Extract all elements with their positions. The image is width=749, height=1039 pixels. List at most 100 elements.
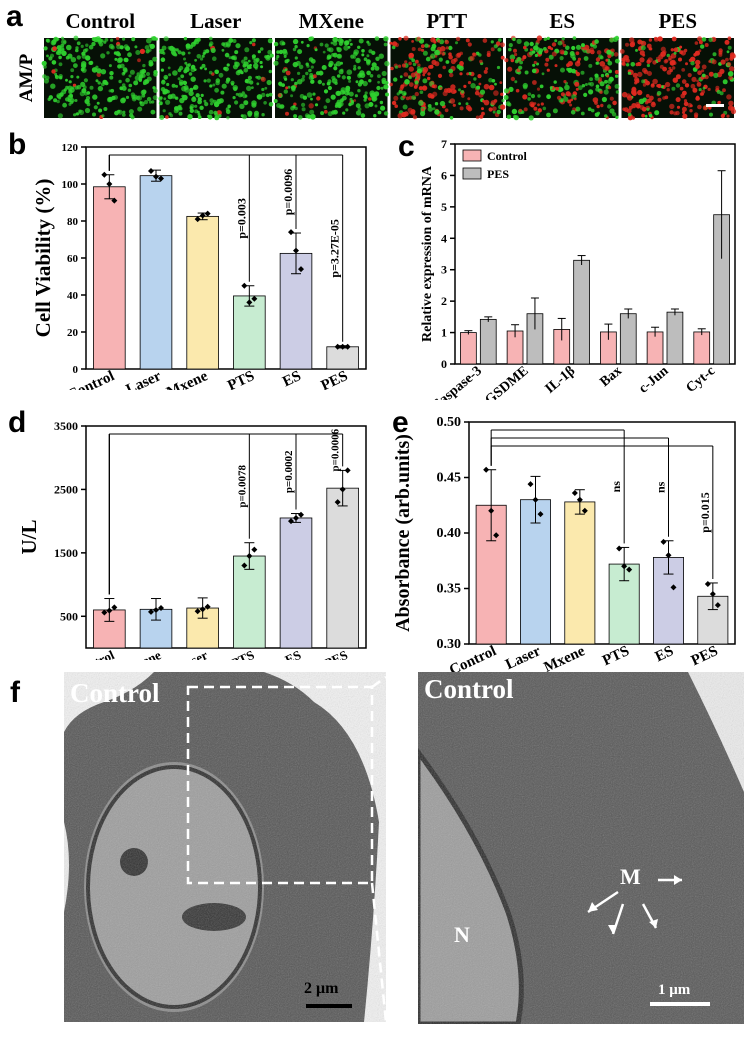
data-point xyxy=(616,545,623,552)
panel-a-column-label: MXene xyxy=(299,9,364,33)
data-point xyxy=(581,507,588,514)
chart-c: 0 1 2 3 4 5 6 7 Relative expression of mRNA Caspa… xyxy=(420,137,736,400)
y-tick-label: 7 xyxy=(441,137,447,151)
y-tick-label: 500 xyxy=(60,609,78,623)
y-tick-label: 0.45 xyxy=(437,471,462,486)
tile-cells xyxy=(389,35,506,120)
x-tick-label: PTS xyxy=(600,643,632,669)
data-point xyxy=(670,584,677,591)
y-tick-label: 60 xyxy=(67,253,79,265)
data-point xyxy=(334,499,341,506)
y-tick-label: 3500 xyxy=(54,419,78,433)
tile-cells xyxy=(41,35,158,120)
data-point xyxy=(111,197,118,204)
data-point xyxy=(660,538,667,545)
tile-cells xyxy=(273,36,390,120)
legend-swatch xyxy=(462,167,482,180)
panel-label-c: c xyxy=(398,130,415,163)
plot-frame xyxy=(468,421,736,645)
y-tick-label: 3 xyxy=(441,263,447,277)
tile-cells xyxy=(503,35,620,121)
bar-es xyxy=(279,517,313,649)
data-point xyxy=(251,295,258,302)
bar-control-cyt-c xyxy=(693,331,711,365)
panel-label-e: e xyxy=(392,406,409,439)
x-tick-label: Caspase-3 xyxy=(429,364,485,400)
data-point xyxy=(621,563,628,570)
data-point xyxy=(106,607,113,614)
x-tick-label: Laser xyxy=(175,647,210,660)
x-tick-label: PTS xyxy=(225,368,257,390)
data-point xyxy=(488,507,495,514)
panel-a-column-label: PTT xyxy=(426,9,467,33)
y-axis-label: Absorbance (arb.units) xyxy=(392,434,414,632)
x-tick-label: ES xyxy=(653,643,676,665)
y-tick-label: 80 xyxy=(67,216,79,228)
panel-label-d: d xyxy=(8,406,27,439)
tem-right-drawing xyxy=(418,672,744,1024)
data-point xyxy=(576,496,583,503)
data-point xyxy=(532,496,539,503)
x-tick-label: PES xyxy=(689,643,721,669)
bar-control-c-jun xyxy=(646,331,664,365)
tile-ptt xyxy=(389,35,506,120)
bar-laser xyxy=(139,175,173,370)
x-tick-label: IL-1β xyxy=(543,364,579,397)
legend: Control PES xyxy=(462,149,527,181)
panel-a-column-labels: Control Laser MXene PTT ES PES xyxy=(65,9,697,33)
tile-cells xyxy=(619,36,737,121)
tem-left-label: Control xyxy=(70,678,160,708)
x-tick-label: Mxene xyxy=(123,647,164,660)
data-point xyxy=(101,171,108,178)
significance-label: p=3.27E-05 xyxy=(328,219,342,278)
tem-left-drawing xyxy=(64,672,386,1022)
panel-a-column-label: Laser xyxy=(190,9,241,33)
data-point xyxy=(204,603,211,610)
x-tick-label: PES xyxy=(322,647,350,660)
significance-label: p=0.0096 xyxy=(281,169,295,216)
panel-a-column-label: Control xyxy=(65,9,135,33)
data-point xyxy=(344,467,351,474)
x-tick-label: Mxene xyxy=(164,368,210,390)
tile-pes xyxy=(619,36,737,121)
y-tick-label: 120 xyxy=(62,142,79,154)
y-tick-label: 0.35 xyxy=(437,582,462,597)
panel-a: Control Laser MXene PTT ES PES AM/P xyxy=(16,9,737,121)
chart-d: 500 1500 2500 3500 U/L Control Mxene Laser PTS ES… xyxy=(17,419,367,660)
bar-laser xyxy=(520,499,551,645)
bar-pts xyxy=(233,555,266,649)
bar-pes-caspase-3 xyxy=(479,318,497,365)
panel-a-column-label: ES xyxy=(549,9,575,33)
x-tick-label: c-Jun xyxy=(636,363,671,396)
data-point xyxy=(704,581,711,588)
data-point xyxy=(339,343,346,350)
data-point xyxy=(339,486,346,493)
data-point xyxy=(527,481,534,488)
data-point xyxy=(571,490,578,497)
data-point xyxy=(194,216,201,223)
x-tick-label: ES xyxy=(283,647,304,660)
plot-frame xyxy=(85,425,367,649)
data-point xyxy=(714,602,721,609)
tem-right-label: Control xyxy=(424,674,514,704)
bar-pes xyxy=(326,487,359,649)
data-point xyxy=(199,606,206,613)
chart-e: 0.30 0.35 0.40 0.45 0.50 Absorbance (arb.unit… xyxy=(392,415,736,678)
significance-label: p=0.0006 xyxy=(330,428,342,471)
x-tick-label: ES xyxy=(280,368,303,390)
panel-a-column-label: PES xyxy=(658,9,697,33)
y-axis-label: Relative expression of mRNA xyxy=(420,165,435,342)
data-point xyxy=(153,606,159,613)
data-point xyxy=(204,210,211,217)
x-tick-label: Laser xyxy=(503,643,543,673)
legend-label: PES xyxy=(487,167,509,181)
bar-pes xyxy=(326,346,359,370)
data-point xyxy=(298,511,304,518)
y-axis-label: U/L xyxy=(17,519,41,554)
tile-mxene xyxy=(273,36,390,120)
data-point xyxy=(298,266,304,273)
y-tick-label: 4 xyxy=(441,231,447,245)
y-tick-label: 5 xyxy=(441,200,447,214)
tile-es xyxy=(503,35,620,121)
